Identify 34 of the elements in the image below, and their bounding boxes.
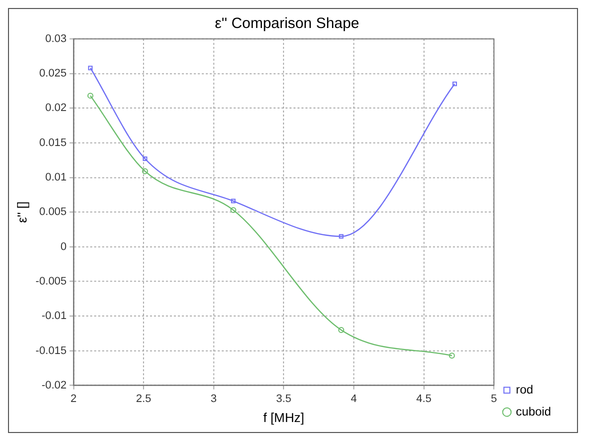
x-tick-label: 4.5 — [416, 392, 432, 405]
y-tick-label: -0.015 — [36, 344, 67, 357]
point — [448, 352, 455, 359]
y-tick-label: 0.005 — [39, 206, 67, 218]
y-axis-title: ε'' [] — [14, 201, 30, 223]
point — [230, 207, 236, 214]
x-tick-label: 5 — [490, 392, 497, 405]
point — [452, 82, 457, 86]
y-tick-label: 0 — [60, 240, 67, 253]
chart-title: ε'' Comparison Shape — [214, 15, 360, 32]
x-tick-label: 2.5 — [136, 392, 152, 405]
y-tick-label: 0.025 — [39, 68, 67, 80]
x-axis-title: f [MHz] — [263, 410, 304, 425]
y-tick-label: 0.02 — [45, 102, 67, 114]
y-tick-label: 0.015 — [39, 136, 67, 149]
point — [142, 156, 148, 162]
point — [231, 198, 236, 204]
y-tick-label: -0.01 — [42, 310, 67, 322]
point — [88, 66, 93, 70]
legend-label: rod — [516, 382, 534, 396]
point — [142, 168, 148, 174]
legend-label: cuboid — [516, 404, 552, 418]
y-tick-label: -0.02 — [42, 379, 67, 392]
y-tick-label: 0.01 — [45, 172, 67, 184]
x-tick-label: 3 — [210, 392, 217, 405]
point — [338, 326, 344, 333]
x-tick-label: 2 — [70, 392, 77, 405]
x-tick-label: 3.5 — [276, 392, 292, 405]
point — [87, 92, 94, 99]
line-series — [88, 66, 457, 239]
x-tick-label: 4 — [350, 392, 357, 405]
point — [338, 234, 344, 239]
y-tick-label: -0.005 — [36, 275, 67, 288]
y-tick-label: 0.03 — [45, 32, 67, 45]
